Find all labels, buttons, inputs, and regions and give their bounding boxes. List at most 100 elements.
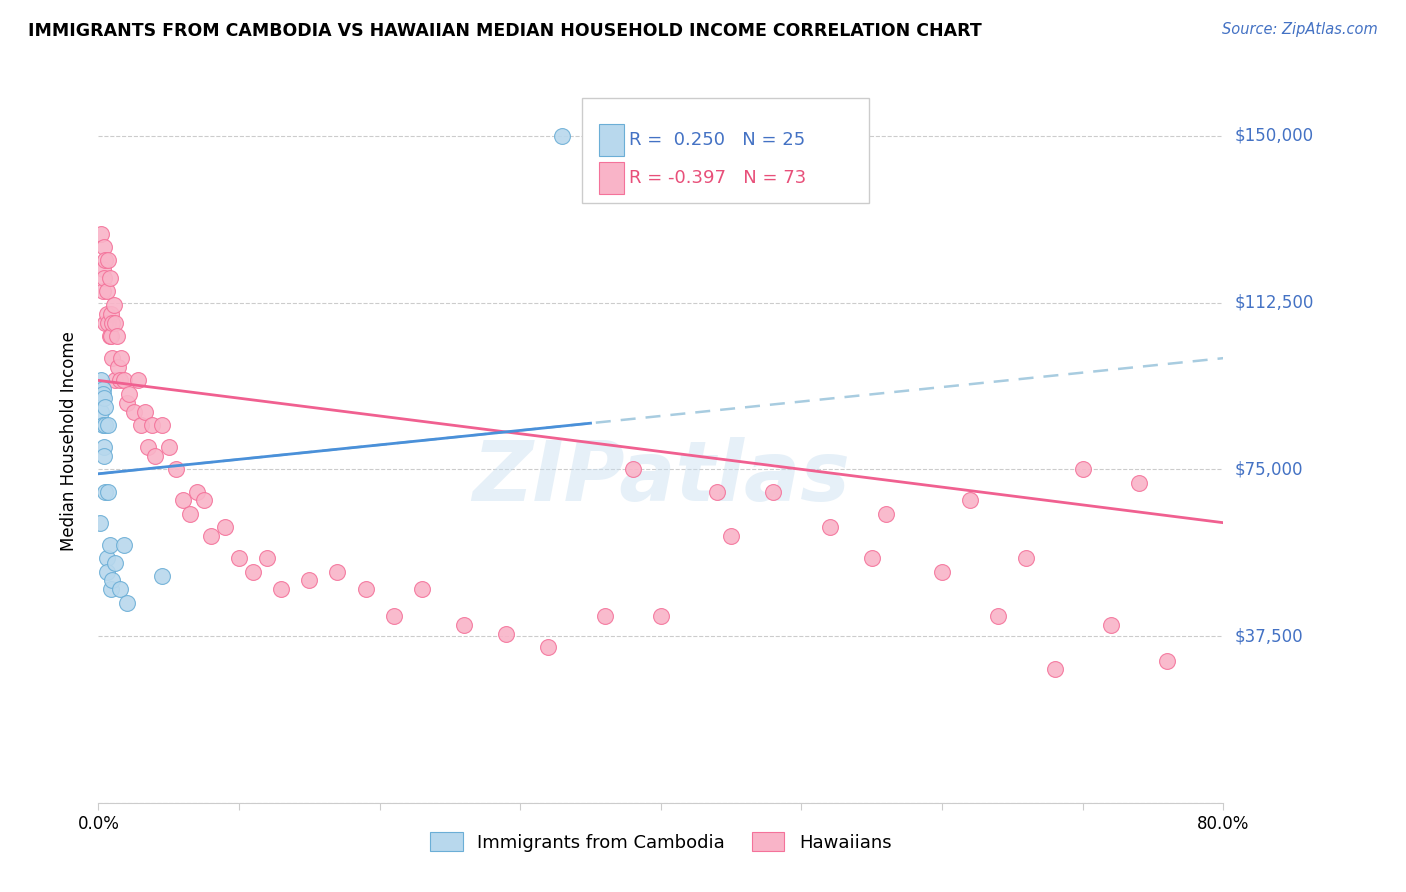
Point: [242, 565, 264, 579]
Point: [112, 373, 135, 387]
Point: [91, 386, 114, 401]
Point: [354, 582, 377, 597]
Point: [101, 351, 124, 366]
Point: [97, 484, 120, 499]
FancyBboxPatch shape: [582, 98, 869, 203]
Point: [987, 609, 1010, 624]
Text: $37,500: $37,500: [1234, 627, 1303, 645]
Text: ZIPatlas: ZIPatlas: [472, 437, 849, 518]
Point: [382, 609, 405, 624]
Text: R = -0.397   N = 73: R = -0.397 N = 73: [630, 169, 807, 186]
Point: [959, 493, 981, 508]
Point: [150, 569, 173, 583]
Point: [1156, 653, 1178, 667]
Point: [94, 400, 117, 414]
Point: [94, 253, 117, 268]
Point: [122, 404, 145, 418]
Point: [214, 520, 236, 534]
Point: [256, 551, 278, 566]
Point: [172, 493, 194, 508]
Point: [91, 382, 114, 396]
Point: [96, 307, 118, 321]
FancyBboxPatch shape: [599, 162, 624, 194]
Point: [134, 404, 156, 418]
Point: [127, 373, 149, 387]
Point: [96, 285, 118, 299]
Point: [97, 316, 120, 330]
Point: [453, 618, 475, 632]
Point: [706, 484, 728, 499]
Point: [818, 520, 841, 534]
Point: [112, 538, 135, 552]
Point: [104, 373, 127, 387]
Point: [1043, 662, 1066, 676]
Point: [200, 529, 222, 543]
Point: [91, 285, 114, 299]
Text: IMMIGRANTS FROM CAMBODIA VS HAWAIIAN MEDIAN HOUSEHOLD INCOME CORRELATION CHART: IMMIGRANTS FROM CAMBODIA VS HAWAIIAN MED…: [28, 22, 981, 40]
Point: [1015, 551, 1038, 566]
Point: [495, 627, 517, 641]
Point: [193, 493, 215, 508]
Point: [228, 551, 250, 566]
Point: [141, 417, 163, 432]
Point: [98, 329, 121, 343]
Point: [110, 351, 132, 366]
Point: [89, 516, 111, 530]
Point: [91, 262, 114, 277]
Point: [150, 417, 173, 432]
Point: [108, 373, 131, 387]
Point: [98, 271, 121, 285]
Point: [94, 417, 117, 432]
Point: [100, 307, 122, 321]
Point: [129, 417, 152, 432]
Point: [411, 582, 433, 597]
Point: [186, 484, 208, 499]
Point: [105, 329, 128, 343]
Point: [931, 565, 953, 579]
Text: Source: ZipAtlas.com: Source: ZipAtlas.com: [1222, 22, 1378, 37]
Point: [90, 373, 112, 387]
Point: [90, 404, 112, 418]
Point: [96, 551, 118, 566]
Point: [860, 551, 883, 566]
Point: [165, 462, 187, 476]
FancyBboxPatch shape: [599, 124, 624, 156]
Point: [298, 574, 321, 588]
Point: [115, 596, 138, 610]
Point: [157, 440, 180, 454]
Point: [97, 253, 120, 268]
Point: [93, 240, 115, 254]
Point: [551, 128, 574, 143]
Point: [593, 609, 616, 624]
Point: [96, 565, 118, 579]
Point: [621, 462, 644, 476]
Y-axis label: Median Household Income: Median Household Income: [59, 332, 77, 551]
Point: [720, 529, 742, 543]
Point: [1099, 618, 1122, 632]
Point: [762, 484, 785, 499]
Text: R =  0.250   N = 25: R = 0.250 N = 25: [630, 130, 806, 149]
Text: $112,500: $112,500: [1234, 293, 1313, 311]
Point: [93, 271, 115, 285]
Point: [91, 417, 114, 432]
Point: [107, 360, 129, 375]
Point: [115, 395, 138, 409]
Point: [179, 507, 201, 521]
Point: [104, 556, 127, 570]
Point: [270, 582, 292, 597]
Point: [143, 449, 166, 463]
Point: [326, 565, 349, 579]
Point: [101, 316, 124, 330]
Point: [93, 449, 115, 463]
Point: [875, 507, 897, 521]
Point: [93, 391, 115, 405]
Text: $75,000: $75,000: [1234, 460, 1303, 478]
Point: [650, 609, 672, 624]
Text: $150,000: $150,000: [1234, 127, 1313, 145]
Point: [98, 538, 121, 552]
Point: [94, 316, 117, 330]
Point: [94, 484, 117, 499]
Point: [100, 582, 122, 597]
Point: [537, 640, 560, 655]
Point: [1071, 462, 1094, 476]
